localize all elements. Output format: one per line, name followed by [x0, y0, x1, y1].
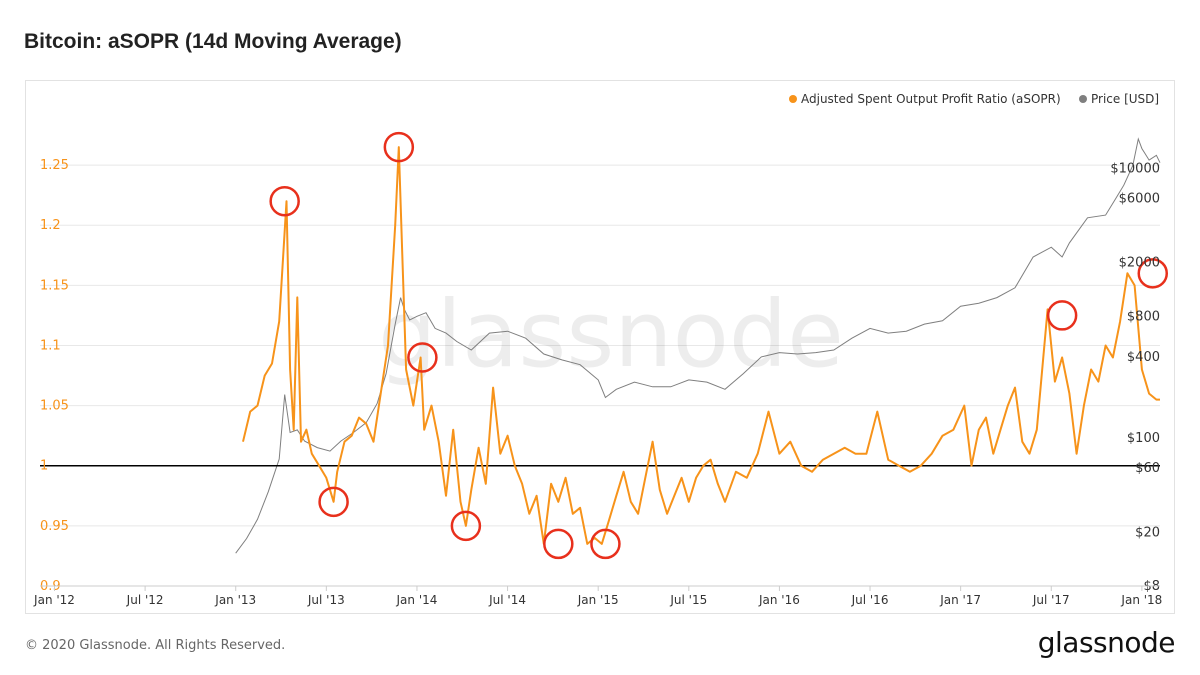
x-tick-label: Jul '15 [669, 593, 707, 607]
x-axis-ticks: Jan '12 Jul '12 Jan '13 Jul '13 Jan '14 Jul '… [33, 585, 1162, 607]
y-left-tick-label: 1.15 [40, 278, 69, 293]
y-left-tick-label: 1 [40, 459, 48, 474]
highlight-marker [383, 131, 415, 163]
y-left-tick-label: 1.2 [40, 218, 61, 233]
asopr-line [242, 146, 1160, 545]
y-left-tick-label: 1.1 [40, 338, 61, 353]
x-tick-label: Jan '12 [33, 593, 75, 607]
y-right-tick-label: $60 [1135, 461, 1160, 476]
x-tick-label: Jan '16 [758, 593, 800, 607]
legend-price-label[interactable]: Price [USD] [1091, 92, 1159, 106]
page-title: Bitcoin: aSOPR (14d Moving Average) [24, 30, 402, 53]
y-right-tick-label: $100 [1127, 431, 1160, 446]
x-tick-label: Jul '12 [126, 593, 164, 607]
y-left-tick-label: 1.25 [40, 158, 69, 173]
y-left-tick-label: 0.95 [40, 519, 69, 534]
x-tick-label: Jan '13 [214, 593, 256, 607]
highlight-marker [543, 528, 574, 560]
copyright-text: © 2020 Glassnode. All Rights Reserved. [25, 638, 286, 653]
highlight-marker [450, 510, 482, 542]
watermark: glassnode [378, 281, 844, 388]
chart-frame: glassnode 0.9 0.95 1 1.05 1.1 1.15 1.2 1.25 $8 $… [25, 80, 1175, 614]
x-tick-label: Jan '14 [396, 593, 438, 607]
y-left-tick-label: 1.05 [40, 399, 69, 414]
x-tick-label: Jul '16 [851, 593, 889, 607]
legend-price-swatch [1079, 95, 1087, 103]
marker-layer [269, 131, 1169, 560]
legend-asopr-label[interactable]: Adjusted Spent Output Profit Ratio (aSOP… [801, 92, 1061, 106]
highlight-marker [590, 528, 621, 560]
x-tick-label: Jan '17 [939, 593, 981, 607]
highlight-marker [1046, 300, 1078, 331]
x-tick-label: Jul '17 [1032, 593, 1070, 607]
legend: Adjusted Spent Output Profit Ratio (aSOP… [789, 92, 1159, 106]
asopr-layer [242, 146, 1160, 545]
right-axis-ticks: $8$20$60$100$400$800$2000$6000$10000 [1110, 161, 1160, 594]
highlight-marker [318, 486, 349, 518]
x-tick-label: Jan '15 [577, 593, 619, 607]
price-line [235, 137, 1161, 554]
y-right-tick-label: $400 [1127, 350, 1160, 365]
y-right-tick-label: $20 [1135, 525, 1160, 540]
x-tick-label: Jul '14 [488, 593, 526, 607]
x-tick-label: Jan '18 [1120, 593, 1162, 607]
legend-asopr-swatch [789, 95, 797, 103]
highlight-marker [407, 342, 438, 373]
glassnode-logo: glassnode [1037, 626, 1176, 659]
highlight-marker [269, 185, 300, 217]
price-layer [235, 137, 1161, 554]
y-right-tick-label: $6000 [1119, 191, 1160, 206]
y-right-tick-label: $800 [1127, 309, 1160, 324]
y-right-tick-label: $10000 [1110, 161, 1160, 176]
highlight-marker [1137, 258, 1169, 289]
y-right-tick-label: $2000 [1119, 256, 1160, 271]
x-tick-label: Jul '13 [307, 593, 345, 607]
